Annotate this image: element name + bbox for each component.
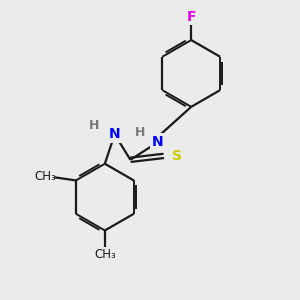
Text: S: S bbox=[172, 149, 182, 163]
Text: H: H bbox=[135, 126, 146, 139]
Text: CH₃: CH₃ bbox=[94, 248, 116, 261]
Text: N: N bbox=[152, 135, 164, 149]
Text: F: F bbox=[187, 10, 196, 23]
Text: H: H bbox=[89, 119, 99, 132]
Text: N: N bbox=[109, 127, 121, 141]
Text: CH₃: CH₃ bbox=[35, 170, 57, 183]
